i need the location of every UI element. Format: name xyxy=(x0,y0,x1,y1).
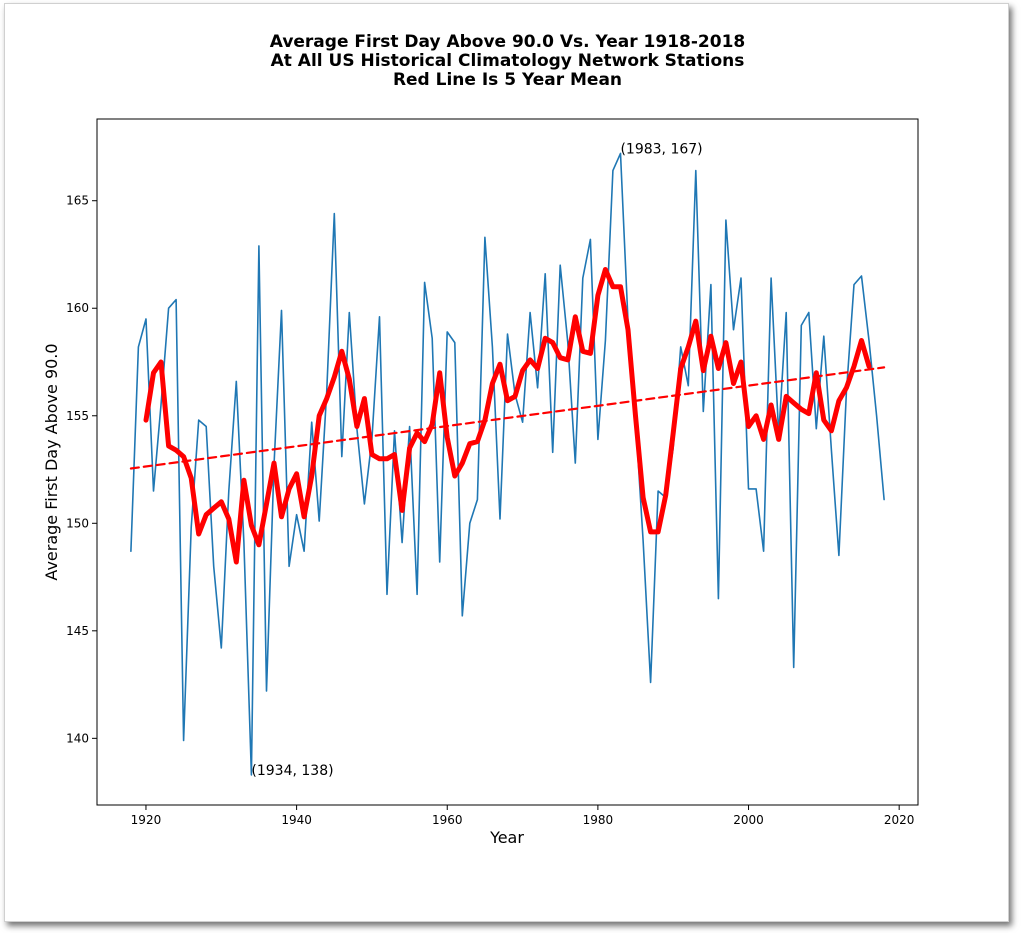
chart-axes: 1920 1940 1960 1980 2000 2020 140 145 150 155 160 1… xyxy=(66,118,919,827)
y-tick-label: 140 xyxy=(66,731,89,745)
chart-marks xyxy=(129,152,886,776)
point-annotation: (1983, 167) xyxy=(620,141,702,157)
five-year-mean-line xyxy=(143,267,872,565)
chart-title-line-2: At All US Historical Climatology Network… xyxy=(270,51,745,71)
point-annotation: (1934, 138) xyxy=(251,763,333,779)
y-tick-label: 165 xyxy=(66,194,89,208)
y-axis-label: Average First Day Above 90.0 xyxy=(42,343,61,580)
x-tick-label: 1980 xyxy=(583,813,614,827)
y-tick-label: 160 xyxy=(66,301,89,315)
x-tick-label: 1940 xyxy=(281,813,312,827)
chart-title-line-1: Average First Day Above 90.0 Vs. Year 19… xyxy=(269,32,746,52)
x-tick-label: 1960 xyxy=(432,813,463,827)
x-tick-label: 2020 xyxy=(884,813,915,827)
y-tick-label: 155 xyxy=(66,409,89,423)
plot-area-frame xyxy=(96,118,919,806)
y-tick-label: 145 xyxy=(66,624,89,638)
y-tick-label: 150 xyxy=(66,516,89,530)
trend-line xyxy=(129,366,886,470)
x-tick-label: 1920 xyxy=(131,813,162,827)
x-tick-label: 2000 xyxy=(733,813,764,827)
x-axis-label: Year xyxy=(489,828,524,847)
annual-series-line xyxy=(130,152,885,776)
chart-title-line-3: Red Line Is 5 Year Mean xyxy=(392,70,623,90)
